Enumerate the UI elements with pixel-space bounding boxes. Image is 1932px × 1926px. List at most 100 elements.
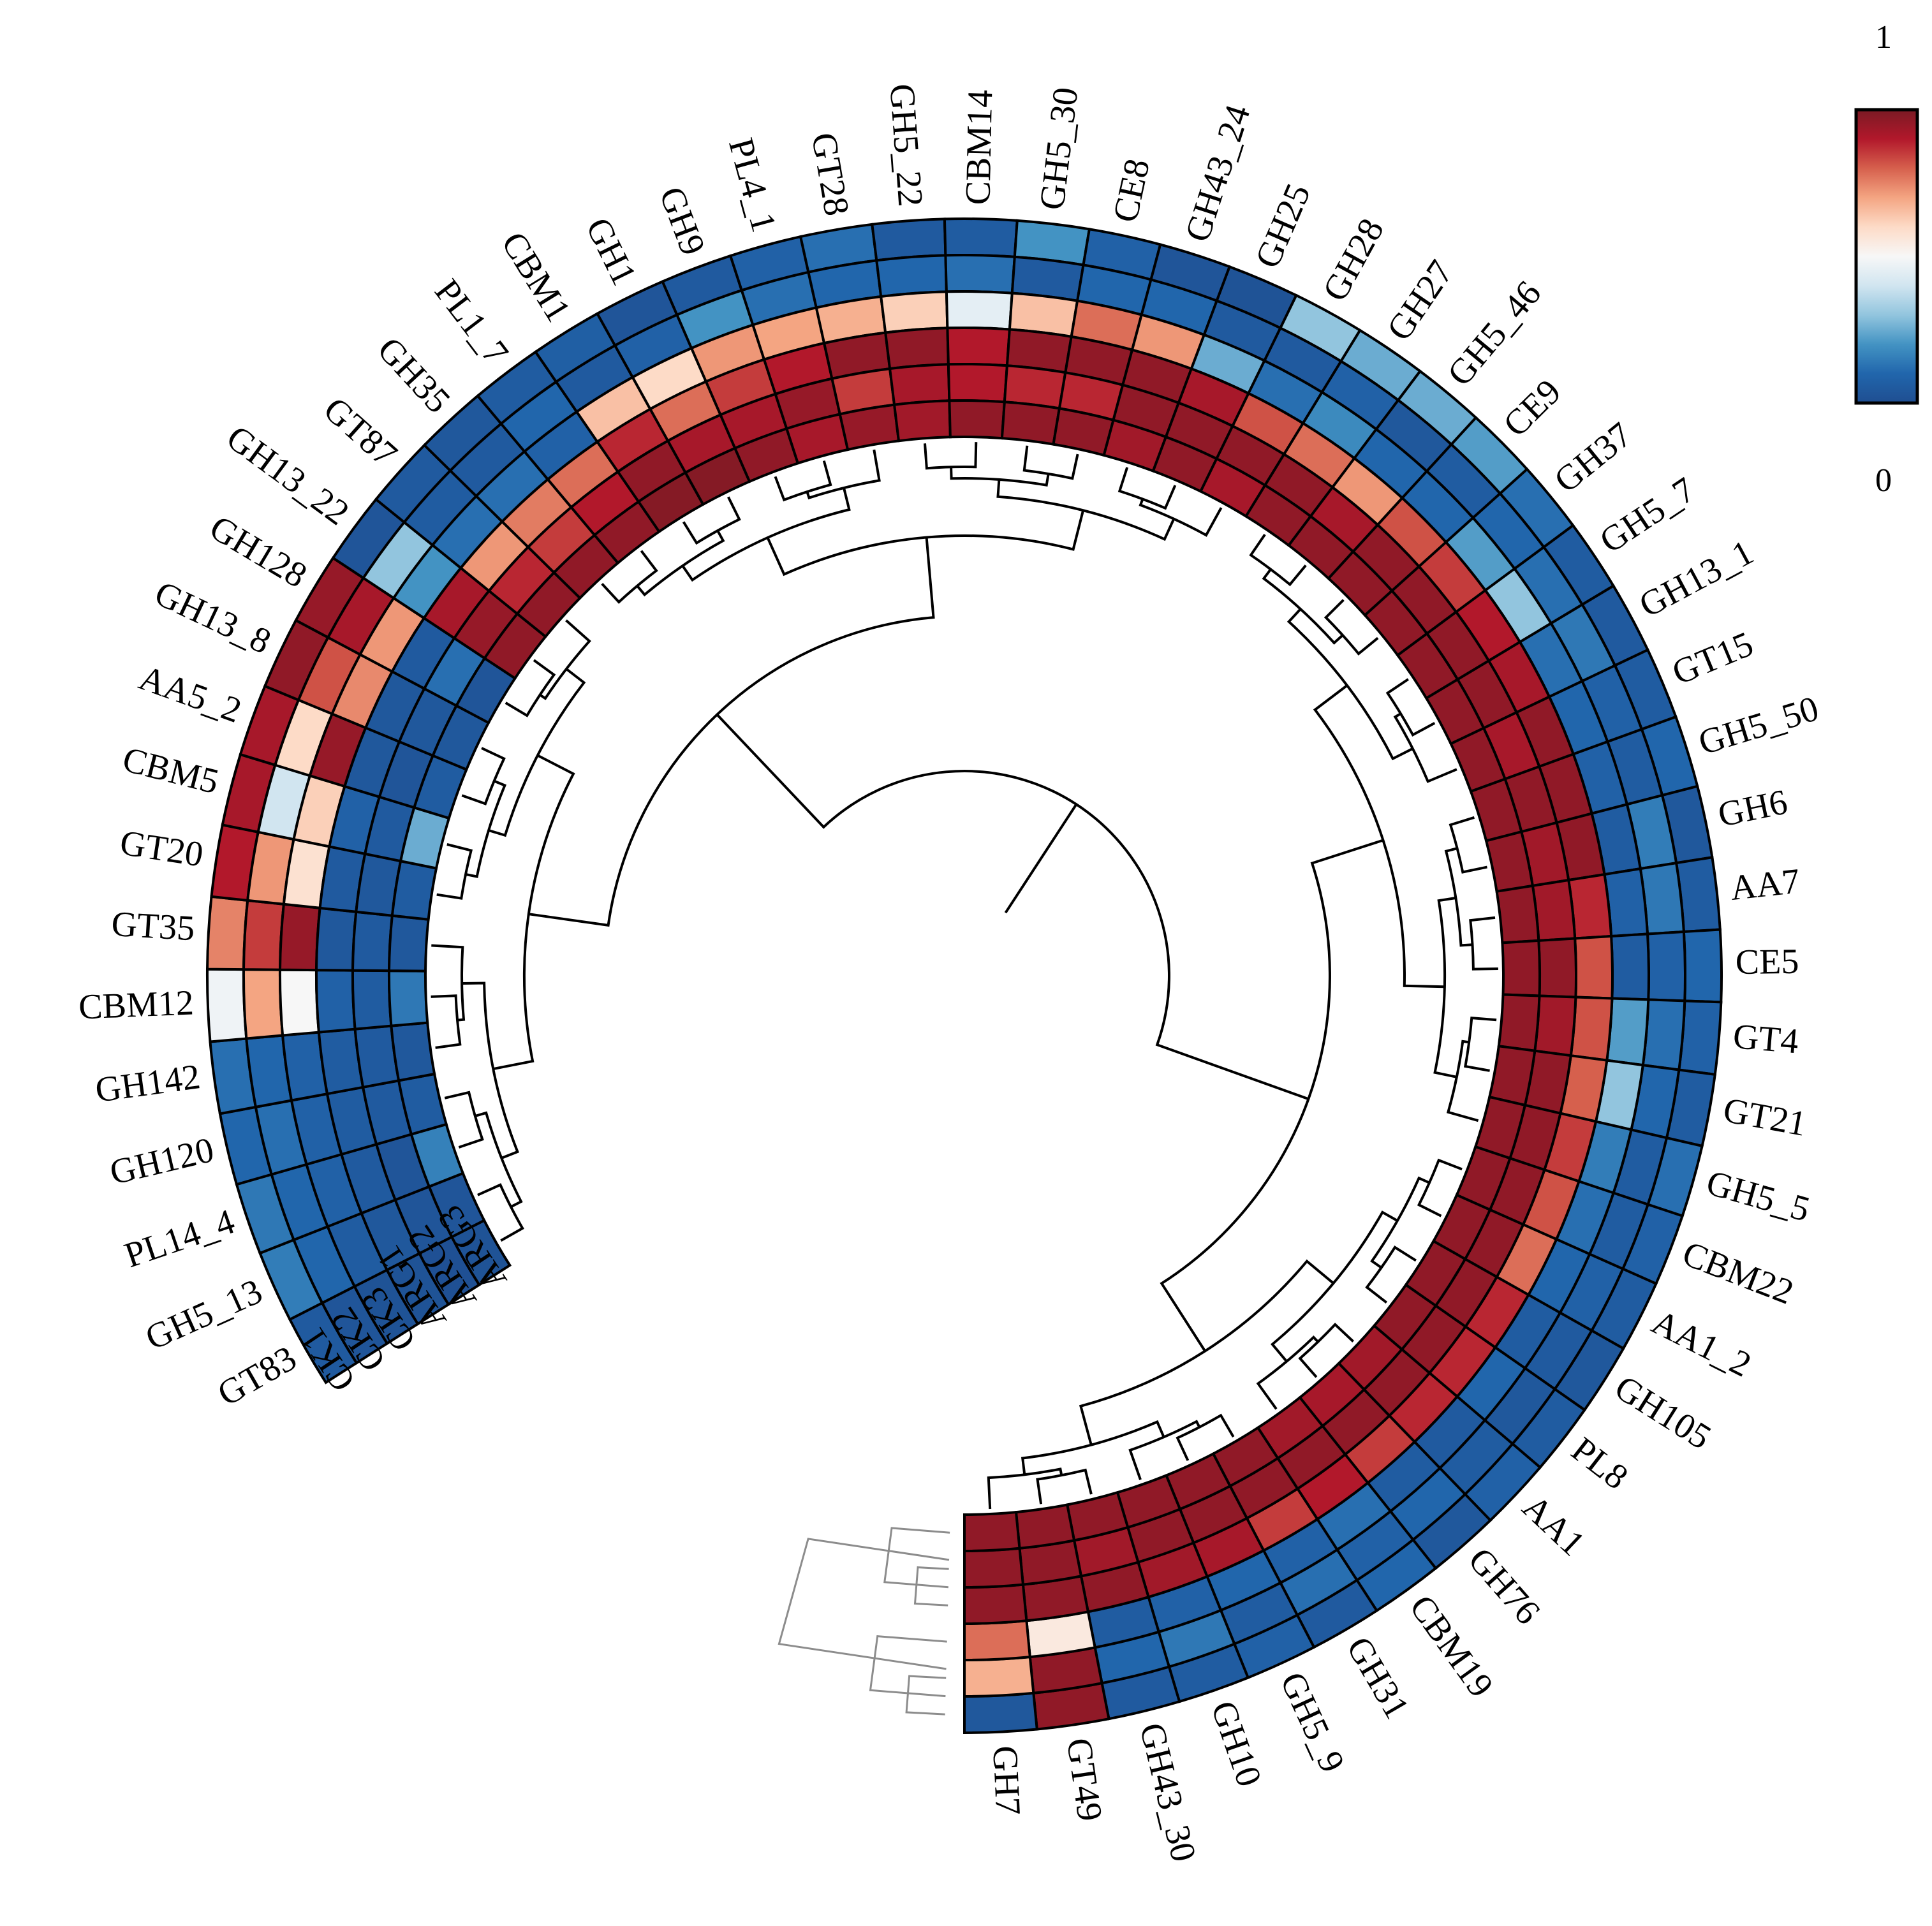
heatmap-cell-GT4-ARG1 [1569, 996, 1614, 1062]
family-label: GH6 [1714, 782, 1790, 835]
family-label: CBM22 [1677, 1234, 1799, 1312]
family-label: GH43_24 [1177, 100, 1258, 246]
sample-dendrogram-branch [905, 1675, 947, 1716]
heatmap-cell-GT4-CK2 [1641, 998, 1686, 1071]
heatmap-cell-GH7-CK3 [963, 1619, 1031, 1662]
dendrogram-branch [1287, 608, 1413, 761]
family-label: CBM1 [494, 225, 579, 328]
dendrogram-branch [462, 981, 519, 1159]
dendrogram-branch [682, 496, 741, 545]
cluster-dendrogram [431, 442, 1498, 1716]
legend-colorbar [1854, 108, 1919, 405]
family-label: GH27 [1380, 253, 1461, 348]
family-label: GT49 [1059, 1735, 1110, 1823]
dendrogram-branch [766, 510, 1085, 577]
heatmap-cell-CBM14-ARG1 [946, 326, 1012, 367]
family-label: CBM14 [958, 89, 1000, 205]
dendrogram-branch [528, 537, 935, 927]
family-label: AA7 [1729, 862, 1802, 908]
family-label: GH5_50 [1694, 689, 1824, 763]
family-label: AA5_2 [134, 658, 246, 731]
dendrogram-branch [924, 442, 978, 470]
dendrogram-branch [1370, 1176, 1430, 1269]
family-label: GH5_13 [140, 1272, 268, 1358]
heatmap-cell-CBM14-CK1 [943, 217, 1019, 258]
sample-dendrogram-branch [869, 1635, 947, 1698]
dendrogram-branch [477, 1183, 524, 1242]
heatmap-cells [205, 217, 1723, 1735]
dendrogram-branch [1176, 1413, 1235, 1461]
heatmap-cell-CBM14-ARG2 [947, 362, 1009, 404]
dendrogram-branch [716, 714, 1309, 1101]
dendrogram-branch [1469, 916, 1498, 971]
family-label: GH128 [203, 508, 313, 596]
family-label: GH43_30 [1132, 1719, 1204, 1865]
heatmap-cell-CE5-ARG3 [1501, 939, 1541, 997]
heatmap-cell-GH142-ARG3 [390, 1021, 436, 1082]
family-label: CBM12 [78, 983, 195, 1027]
dendrogram-branch [601, 550, 658, 604]
heatmap-cell-GH7-ARG2 [963, 1547, 1025, 1589]
heatmap-cell-GT35-CK3 [278, 902, 321, 972]
heatmap-cell-CBM14-CK3 [945, 290, 1014, 331]
family-label: GH5_7 [1593, 470, 1702, 561]
heatmap-cell-GT4-CK3 [1605, 997, 1650, 1067]
family-label: PL4_1 [721, 134, 784, 236]
color-legend: 1 0 [1854, 19, 1919, 499]
dendrogram-branch [1324, 599, 1379, 656]
dendrogram-branch [774, 460, 832, 502]
dendrogram-branch [1433, 897, 1457, 1078]
family-label: GH105 [1608, 1368, 1718, 1458]
dendrogram-branch [1298, 1322, 1354, 1378]
heatmap-cell-GT21-ARG3 [1487, 1045, 1537, 1107]
family-label: AA1_2 [1646, 1302, 1757, 1385]
family-label: GH5_46 [1440, 274, 1549, 393]
heatmap-cell-GT28-ARG3 [838, 403, 901, 452]
heatmap-cell-CBM14-CK2 [944, 254, 1016, 295]
heatmap-cell-CE5-ARG2 [1537, 937, 1577, 999]
heatmap-cell-GH5_22-CK3 [879, 290, 949, 334]
family-label: GH5_9 [1272, 1666, 1352, 1779]
heatmap-cell-GH5_22-CK1 [871, 217, 947, 262]
family-label: GH1 [578, 212, 644, 291]
dendrogram-branch [996, 479, 1176, 541]
heatmap-cell-CBM12-ARG1 [314, 969, 357, 1034]
family-label: GH120 [106, 1130, 218, 1193]
dendrogram-branch [1270, 1210, 1398, 1362]
legend-max-label: 1 [1875, 19, 1892, 55]
heatmap-cell-CE5-CK1 [1682, 928, 1723, 1004]
dendrogram-branch [681, 487, 851, 582]
dendrogram-branch [492, 754, 575, 1071]
dendrogram-branch [1139, 498, 1223, 537]
heatmap-cell-CBM14-ARG3 [948, 399, 1007, 440]
heatmap-cell-CBM12-ARG2 [351, 969, 393, 1031]
family-label: GH142 [93, 1057, 203, 1110]
heatmap-cell-GH7-ARG1 [963, 1583, 1028, 1626]
heatmap-cell-GT35-CK2 [242, 899, 286, 971]
family-label: GT35 [110, 904, 196, 948]
heatmap-cell-GT4-ARG2 [1533, 994, 1577, 1057]
dendrogram-branch [1446, 1040, 1479, 1122]
family-label: GH10 [1203, 1696, 1269, 1792]
dendrogram-root [1004, 804, 1078, 914]
heatmap-cell-GT35-CK1 [205, 895, 249, 971]
heatmap-cell-CE5-CK3 [1609, 932, 1650, 1001]
heatmap-cell-GH5_30-ARG3 [1000, 401, 1061, 446]
family-label: GH31 [1339, 1630, 1417, 1726]
heatmap-cell-CBM12-CK3 [278, 968, 321, 1037]
family-label: GT83 [211, 1339, 303, 1415]
dendrogram-branch [465, 779, 507, 878]
family-label: GH13_8 [149, 573, 277, 662]
family-label: GT4 [1732, 1017, 1800, 1061]
heatmap-cell-CBM12-ARG3 [387, 969, 429, 1027]
family-label: PL14_4 [120, 1202, 240, 1275]
heatmap-cell-CE5-CK2 [1646, 930, 1686, 1003]
family-label: GH5_22 [881, 82, 930, 208]
family-label: GH37 [1547, 415, 1639, 501]
dendrogram-branch [1160, 839, 1384, 1352]
sample-dendrogram-branch [778, 1538, 950, 1670]
heatmap-cell-GH5_22-CK2 [875, 254, 948, 298]
family-label: GT28 [804, 130, 857, 219]
heatmap-cell-CE5-ARG1 [1574, 934, 1614, 1000]
